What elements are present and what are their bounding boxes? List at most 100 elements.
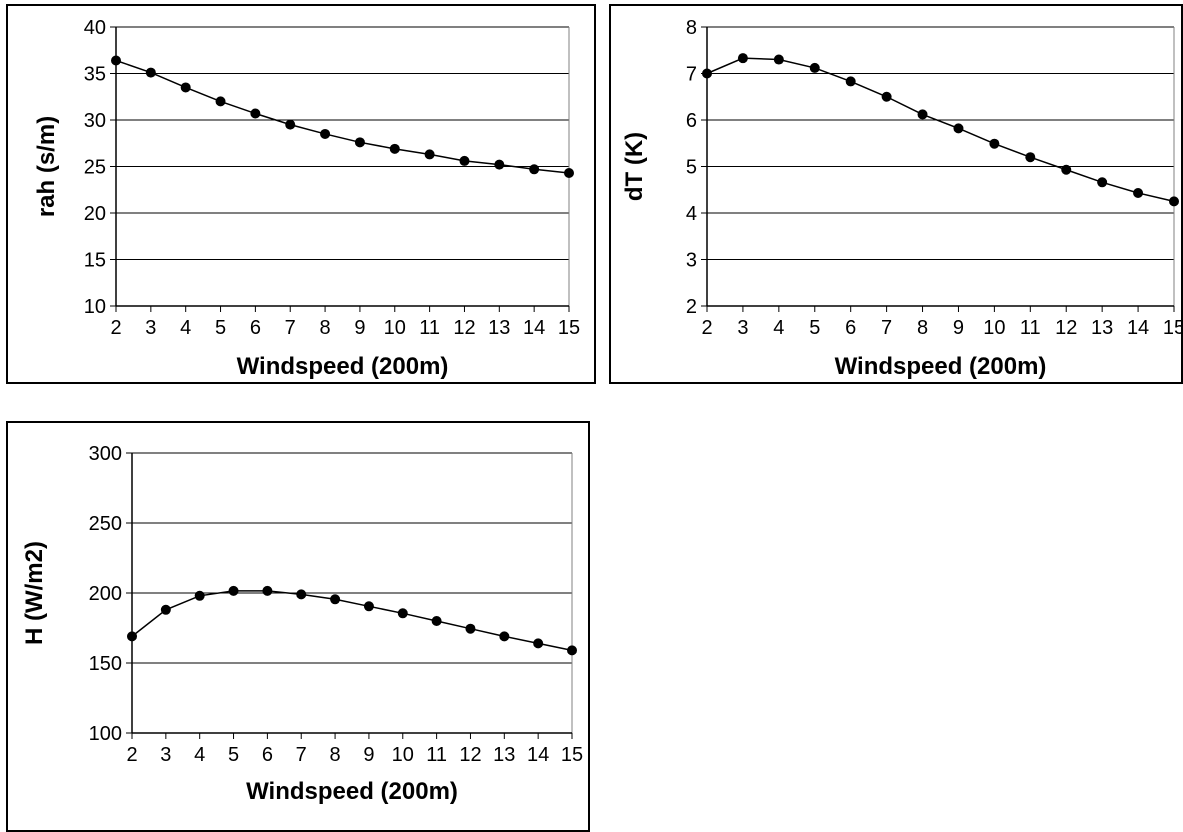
x-tick-label: 9 bbox=[354, 317, 365, 339]
data-point bbox=[564, 168, 574, 179]
data-point bbox=[989, 138, 1000, 149]
y-tick-label: 10 bbox=[84, 296, 106, 318]
x-tick-label: 12 bbox=[459, 744, 481, 766]
data-point bbox=[296, 589, 307, 600]
chart-rah: 10 15 20 25 30 35 40 2 3 4 5 6 7 8 9 10 11 12 13 14 15 Windsp… bbox=[6, 4, 596, 384]
data-point bbox=[773, 54, 784, 65]
y-tick-label: 3 bbox=[686, 250, 697, 272]
data-point bbox=[262, 585, 273, 596]
series-line bbox=[706, 57, 1175, 203]
x-tick-label: 10 bbox=[384, 317, 406, 339]
data-point bbox=[363, 601, 374, 612]
data-point bbox=[160, 604, 171, 615]
x-tick-label: 8 bbox=[330, 744, 341, 766]
data-point bbox=[494, 159, 505, 170]
y-tick-label: 100 bbox=[89, 723, 122, 745]
data-point bbox=[845, 76, 856, 87]
data-point bbox=[354, 137, 365, 148]
data-point bbox=[702, 68, 712, 79]
x-tick-label: 14 bbox=[527, 744, 549, 766]
x-axis-title: Windspeed (200m) bbox=[246, 778, 458, 805]
x-axis-title: Windspeed (200m) bbox=[237, 353, 449, 380]
series-line bbox=[131, 590, 573, 652]
data-point bbox=[145, 67, 156, 78]
x-tick-label: 10 bbox=[983, 317, 1005, 339]
data-point bbox=[881, 91, 892, 102]
x-tick-label: 12 bbox=[453, 317, 475, 339]
y-axis-title: dT (K) bbox=[621, 132, 648, 201]
x-tick-label: 9 bbox=[363, 744, 374, 766]
chart-H: 100 150 200 250 300 2 3 4 5 6 7 8 9 10 11 12 13 14 15 Winds… bbox=[6, 421, 590, 832]
x-tick-label: 6 bbox=[262, 744, 273, 766]
x-tick-label: 10 bbox=[392, 744, 414, 766]
y-tick-label: 7 bbox=[686, 64, 697, 86]
y-tick-label: 200 bbox=[89, 583, 122, 605]
x-tick-label: 3 bbox=[160, 744, 171, 766]
data-point bbox=[737, 53, 748, 64]
x-tick-label: 8 bbox=[917, 317, 928, 339]
y-axis-title: H (W/m2) bbox=[21, 541, 48, 645]
data-point bbox=[127, 631, 137, 642]
y-tick-label: 20 bbox=[84, 203, 106, 225]
x-tick-label: 4 bbox=[194, 744, 205, 766]
series-line bbox=[115, 59, 570, 174]
x-tick-label: 2 bbox=[701, 317, 712, 339]
x-tick-label: 13 bbox=[488, 317, 510, 339]
data-point bbox=[567, 645, 577, 656]
x-tick-label: 15 bbox=[561, 744, 583, 766]
x-tick-label: 9 bbox=[953, 317, 964, 339]
x-tick-label: 6 bbox=[845, 317, 856, 339]
x-tick-label: 13 bbox=[493, 744, 515, 766]
x-axis-title: Windspeed (200m) bbox=[835, 353, 1047, 380]
x-tick-label: 2 bbox=[110, 317, 121, 339]
chart-frame bbox=[6, 4, 596, 384]
x-tick-label: 6 bbox=[250, 317, 261, 339]
chart-frame bbox=[609, 4, 1183, 384]
data-point bbox=[1061, 164, 1072, 175]
data-point bbox=[111, 55, 121, 66]
x-tick-label: 5 bbox=[228, 744, 239, 766]
x-tick-label: 15 bbox=[558, 317, 580, 339]
y-tick-label: 6 bbox=[686, 110, 697, 132]
x-tick-label: 13 bbox=[1091, 317, 1113, 339]
data-point bbox=[330, 594, 341, 605]
y-axis-title: rah (s/m) bbox=[33, 116, 60, 217]
data-point bbox=[250, 108, 261, 119]
data-point bbox=[459, 155, 470, 166]
data-point bbox=[809, 62, 820, 73]
x-tick-label: 4 bbox=[180, 317, 191, 339]
data-point bbox=[1169, 196, 1179, 207]
y-tick-label: 30 bbox=[84, 110, 106, 132]
data-point bbox=[424, 149, 435, 160]
data-point bbox=[320, 128, 331, 139]
y-tick-label: 5 bbox=[686, 157, 697, 179]
x-tick-label: 5 bbox=[809, 317, 820, 339]
y-tick-label: 2 bbox=[686, 296, 697, 318]
x-tick-label: 5 bbox=[215, 317, 226, 339]
x-tick-label: 7 bbox=[296, 744, 307, 766]
x-tick-label: 12 bbox=[1055, 317, 1077, 339]
chart-dT: 2 3 4 5 6 7 8 2 3 4 5 6 7 8 9 10 11 12 13 14 15 Windspeed (20… bbox=[609, 4, 1183, 384]
chart-frame bbox=[6, 421, 590, 832]
y-tick-label: 150 bbox=[89, 653, 122, 675]
x-tick-label: 7 bbox=[881, 317, 892, 339]
x-tick-label: 7 bbox=[285, 317, 296, 339]
data-point bbox=[285, 119, 296, 130]
data-point bbox=[180, 82, 191, 93]
y-tick-label: 4 bbox=[686, 203, 697, 225]
y-tick-label: 250 bbox=[89, 513, 122, 535]
x-tick-label: 3 bbox=[737, 317, 748, 339]
data-point bbox=[389, 143, 400, 154]
x-tick-label: 3 bbox=[145, 317, 156, 339]
x-tick-label: 15 bbox=[1163, 317, 1183, 339]
data-point bbox=[215, 96, 226, 107]
x-tick-label: 4 bbox=[773, 317, 784, 339]
x-tick-label: 11 bbox=[419, 317, 440, 339]
y-tick-label: 15 bbox=[84, 250, 106, 272]
data-point bbox=[431, 616, 442, 626]
data-point bbox=[917, 109, 928, 120]
data-point bbox=[529, 164, 540, 175]
y-tick-label: 40 bbox=[84, 17, 106, 39]
data-point bbox=[533, 638, 544, 649]
data-point bbox=[397, 608, 408, 619]
